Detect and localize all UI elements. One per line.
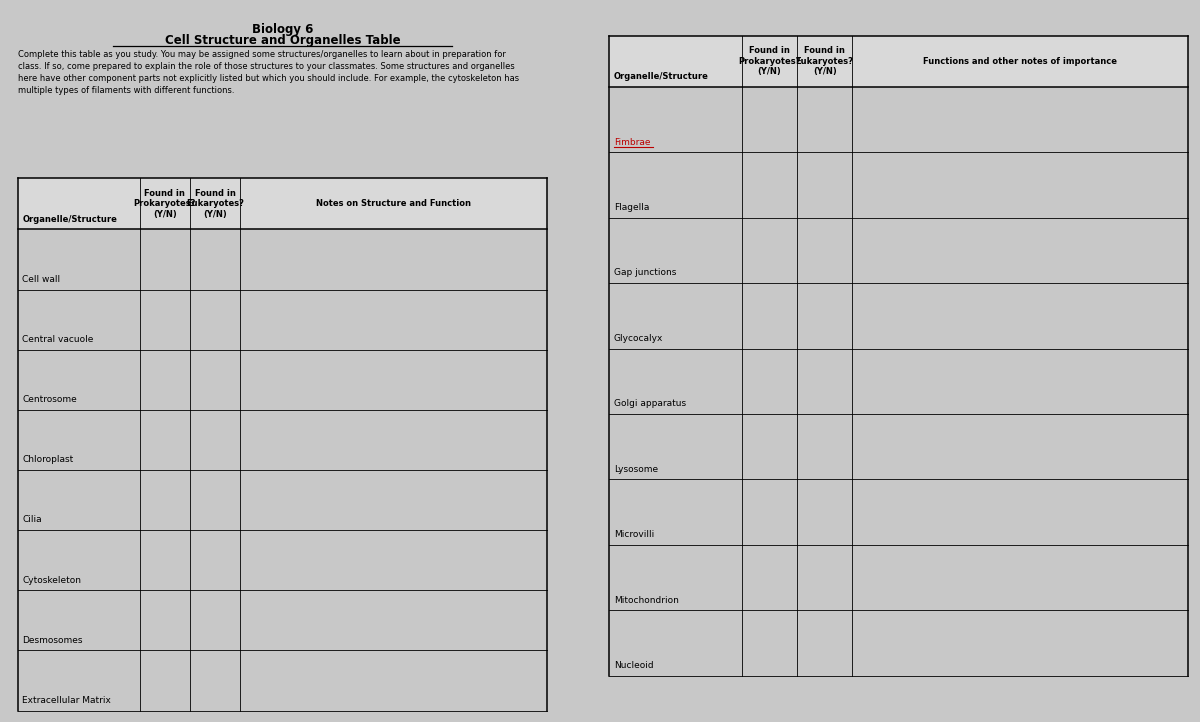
Text: Glycocalyx: Glycocalyx: [613, 334, 664, 343]
Text: Found in
Prokaryotes?
(Y/N): Found in Prokaryotes? (Y/N): [738, 46, 800, 76]
Text: Notes on Structure and Function: Notes on Structure and Function: [317, 199, 472, 209]
Text: Found in
Eukaryotes?
(Y/N): Found in Eukaryotes? (Y/N): [796, 46, 853, 76]
Text: Nucleoid: Nucleoid: [613, 661, 653, 670]
Text: Biology 6: Biology 6: [252, 23, 313, 36]
Text: Found in
Prokaryotes?
(Y/N): Found in Prokaryotes? (Y/N): [133, 189, 196, 219]
Text: Cell wall: Cell wall: [22, 275, 60, 284]
Text: Lysosome: Lysosome: [613, 465, 658, 474]
Text: Microvilli: Microvilli: [613, 530, 654, 539]
Text: Central vacuole: Central vacuole: [22, 335, 94, 344]
Text: Organelle/Structure: Organelle/Structure: [22, 214, 118, 224]
Text: Centrosome: Centrosome: [22, 395, 77, 404]
Text: Organelle/Structure: Organelle/Structure: [613, 72, 708, 81]
Text: Flagella: Flagella: [613, 203, 649, 212]
Text: Mitochondrion: Mitochondrion: [613, 596, 678, 604]
Text: Functions and other notes of importance: Functions and other notes of importance: [923, 57, 1117, 66]
Text: Chloroplast: Chloroplast: [22, 456, 73, 464]
Text: Cytoskeleton: Cytoskeleton: [22, 575, 82, 585]
Text: Desmosomes: Desmosomes: [22, 636, 83, 645]
Bar: [18, 178, 547, 230]
Text: Golgi apparatus: Golgi apparatus: [613, 399, 685, 409]
Text: Cell Structure and Organelles Table: Cell Structure and Organelles Table: [164, 34, 401, 47]
Text: Extracellular Matrix: Extracellular Matrix: [22, 696, 112, 705]
Text: Gap junctions: Gap junctions: [613, 269, 676, 277]
Text: Complete this table as you study. You may be assigned some structures/organelles: Complete this table as you study. You ma…: [18, 50, 518, 95]
Text: Cilia: Cilia: [22, 516, 42, 524]
Text: Fimbrae: Fimbrae: [613, 138, 650, 147]
Text: Found in
Eukaryotes?
(Y/N): Found in Eukaryotes? (Y/N): [186, 189, 244, 219]
Bar: [608, 35, 1188, 87]
